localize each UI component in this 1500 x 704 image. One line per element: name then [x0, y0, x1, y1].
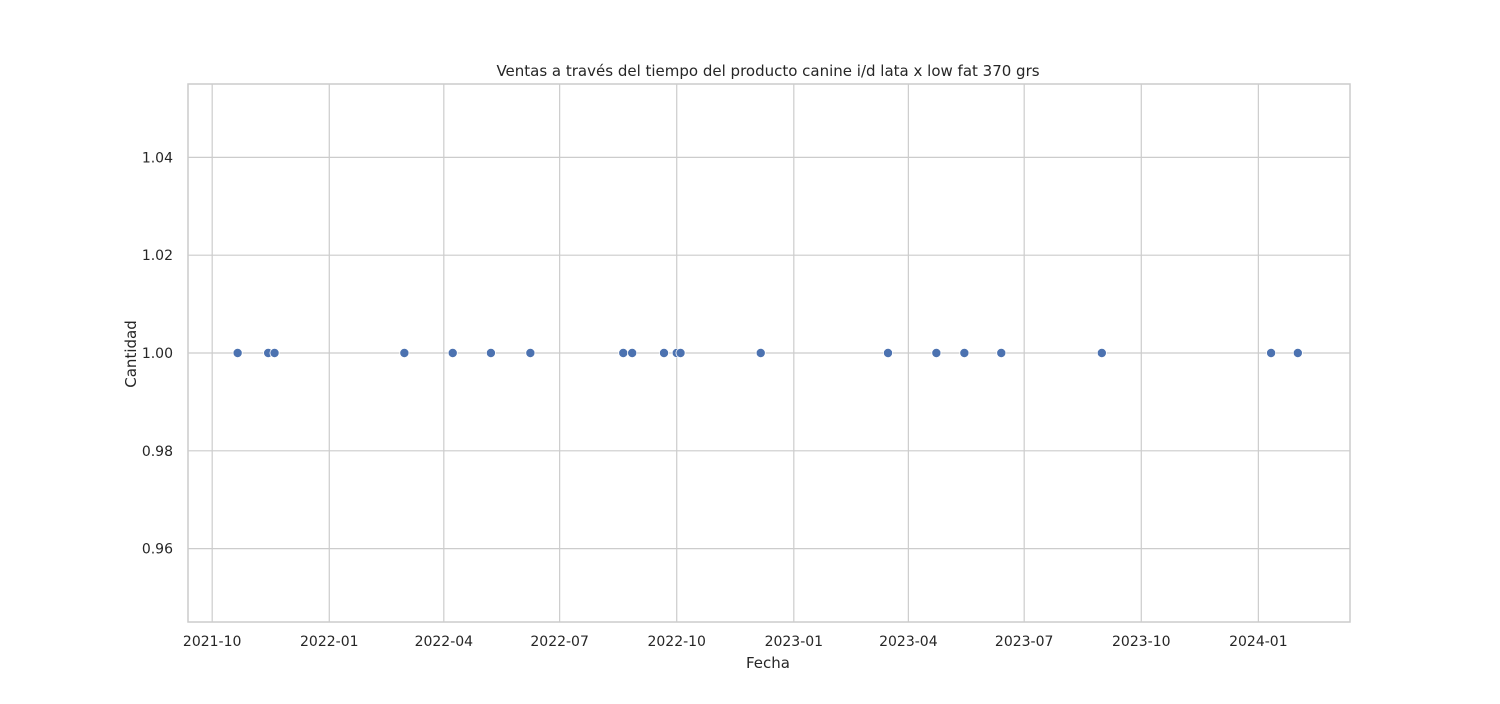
data-point: [485, 347, 496, 358]
y-tick-labels: 0.96 0.98 1.00 1.02 1.04: [142, 150, 173, 557]
x-tick-label: 2023-10: [1112, 634, 1171, 650]
data-point: [755, 347, 766, 358]
x-tick-label: 2023-01: [765, 634, 824, 650]
y-tick-label: 1.04: [142, 150, 173, 166]
x-tick-label: 2022-04: [415, 634, 474, 650]
x-tick-labels: 2021-10 2022-01 2022-04 2022-07 2022-10 2023-…: [183, 634, 1288, 650]
data-point: [931, 347, 942, 358]
data-point: [399, 347, 410, 358]
data-point: [1096, 347, 1107, 358]
data-point: [1266, 347, 1277, 358]
plot-frame: [187, 83, 1351, 623]
data-point: [996, 347, 1007, 358]
data-point: [447, 347, 458, 358]
data-point: [959, 347, 970, 358]
x-tick-label: 2022-07: [530, 634, 589, 650]
y-tick-label: 1.00: [142, 346, 173, 362]
data-point: [627, 347, 638, 358]
x-tick-label: 2022-10: [647, 634, 706, 650]
data-point: [675, 347, 686, 358]
x-tick-label: 2024-01: [1229, 634, 1288, 650]
y-tick-label: 0.98: [142, 444, 173, 460]
data-point: [1292, 347, 1303, 358]
data-point: [269, 347, 280, 358]
x-axis-label: Fecha: [746, 654, 790, 672]
y-tick-label: 1.02: [142, 248, 173, 264]
x-tick-label: 2023-04: [879, 634, 938, 650]
data-point: [232, 347, 243, 358]
data-points: [232, 347, 1303, 358]
x-tick-label: 2021-10: [183, 634, 242, 650]
y-axis-label: Cantidad: [122, 320, 140, 387]
chart-title: Ventas a través del tiempo del producto …: [496, 62, 1039, 80]
x-tick-label: 2023-07: [995, 634, 1054, 650]
grid-lines: [188, 84, 1350, 622]
data-point: [659, 347, 670, 358]
data-point: [618, 347, 629, 358]
y-tick-label: 0.96: [142, 542, 173, 558]
data-point: [883, 347, 894, 358]
data-point: [525, 347, 536, 358]
x-tick-label: 2022-01: [300, 634, 359, 650]
